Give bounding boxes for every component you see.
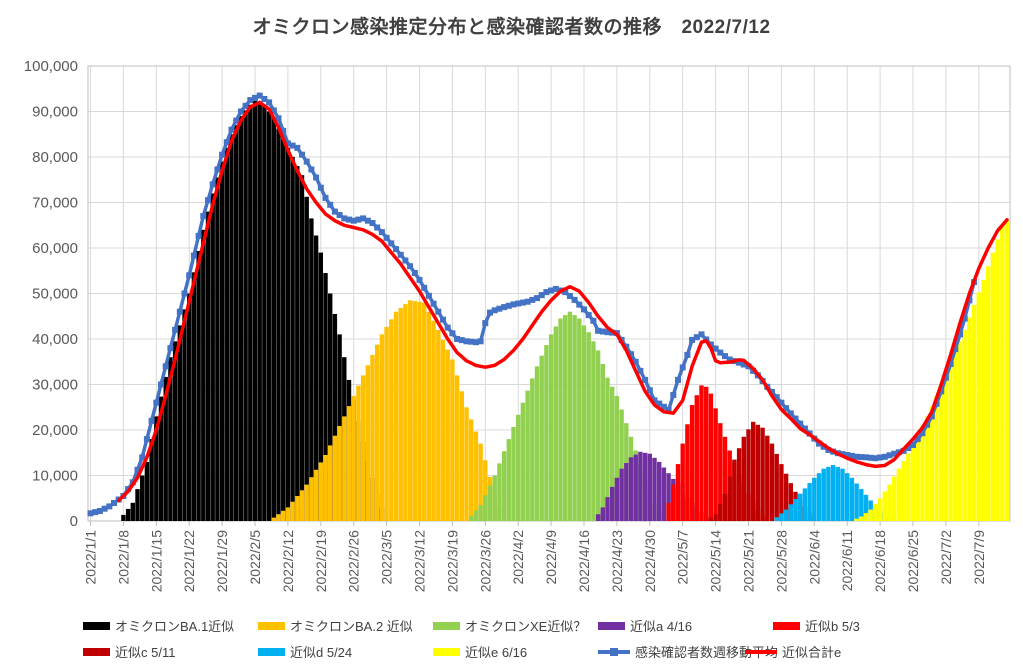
y-axis-labels: 0 10,000 20,000 30,000 40,000 50,000 60,000 70,… (24, 58, 78, 530)
x-tick-label: 2022/6/25 (905, 530, 921, 592)
x-tick-label: 2022/6/11 (839, 530, 855, 591)
y-tick-label: 40,000 (32, 331, 78, 348)
series-total (116, 100, 1009, 503)
series-xe (469, 311, 662, 521)
x-tick-label: 2022/1/29 (214, 530, 230, 592)
x-tick-label: 2022/1/8 (115, 530, 131, 585)
y-tick-label: 0 (70, 513, 78, 530)
x-tick-label: 2022/6/18 (872, 530, 888, 592)
x-tick-label: 2022/1/15 (148, 530, 164, 592)
x-tick-label: 2022/4/16 (576, 530, 592, 592)
chart-title: オミクロン感染推定分布と感染確認者数の推移 2022/7/12 (252, 17, 771, 38)
y-tick-label: 80,000 (32, 149, 78, 166)
x-tick-label: 2022/3/12 (412, 530, 428, 592)
x-tick-label: 2022/3/5 (379, 530, 395, 585)
x-tick-label: 2022/1/22 (181, 530, 197, 592)
x-tick-label: 2022/7/9 (971, 530, 987, 585)
series-e (854, 220, 1010, 522)
y-tick-label: 50,000 (32, 286, 78, 303)
x-tick-label: 2022/5/14 (708, 530, 724, 592)
x-tick-label: 2022/3/26 (477, 530, 493, 592)
series-ba1 (121, 101, 385, 522)
y-tick-label: 30,000 (32, 377, 78, 394)
y-tick-label: 90,000 (32, 104, 78, 121)
x-tick-label: 2022/4/23 (609, 530, 625, 592)
x-tick-label: 2022/2/5 (247, 530, 263, 585)
x-tick-label: 2022/5/21 (741, 530, 757, 592)
x-tick-label: 2022/2/19 (313, 530, 329, 592)
x-tick-label: 2022/5/28 (773, 530, 789, 592)
x-tick-label: 2022/3/19 (444, 530, 460, 592)
x-tick-label: 2022/7/2 (938, 530, 954, 585)
y-tick-label: 70,000 (32, 195, 78, 212)
series-c (708, 421, 817, 521)
x-tick-label: 2022/1/1 (83, 530, 99, 585)
x-tick-label: 2022/2/26 (346, 530, 362, 592)
x-tick-label: 2022/2/12 (280, 530, 296, 592)
x-tick-label: 2022/6/4 (806, 530, 822, 585)
x-tick-label: 2022/4/9 (543, 530, 559, 585)
x-tick-label: 2022/5/7 (675, 530, 691, 585)
x-tick-label: 2022/4/30 (642, 530, 658, 592)
y-tick-label: 20,000 (32, 422, 78, 439)
y-tick-label: 10,000 (32, 468, 78, 485)
x-tick-label: 2022/4/2 (510, 530, 526, 585)
x-axis-labels: 2022/1/1 2022/1/8 2022/1/15 2022/1/22 2022/1… (83, 530, 987, 593)
y-tick-label: 60,000 (32, 240, 78, 257)
y-tick-label: 100,000 (24, 58, 78, 75)
